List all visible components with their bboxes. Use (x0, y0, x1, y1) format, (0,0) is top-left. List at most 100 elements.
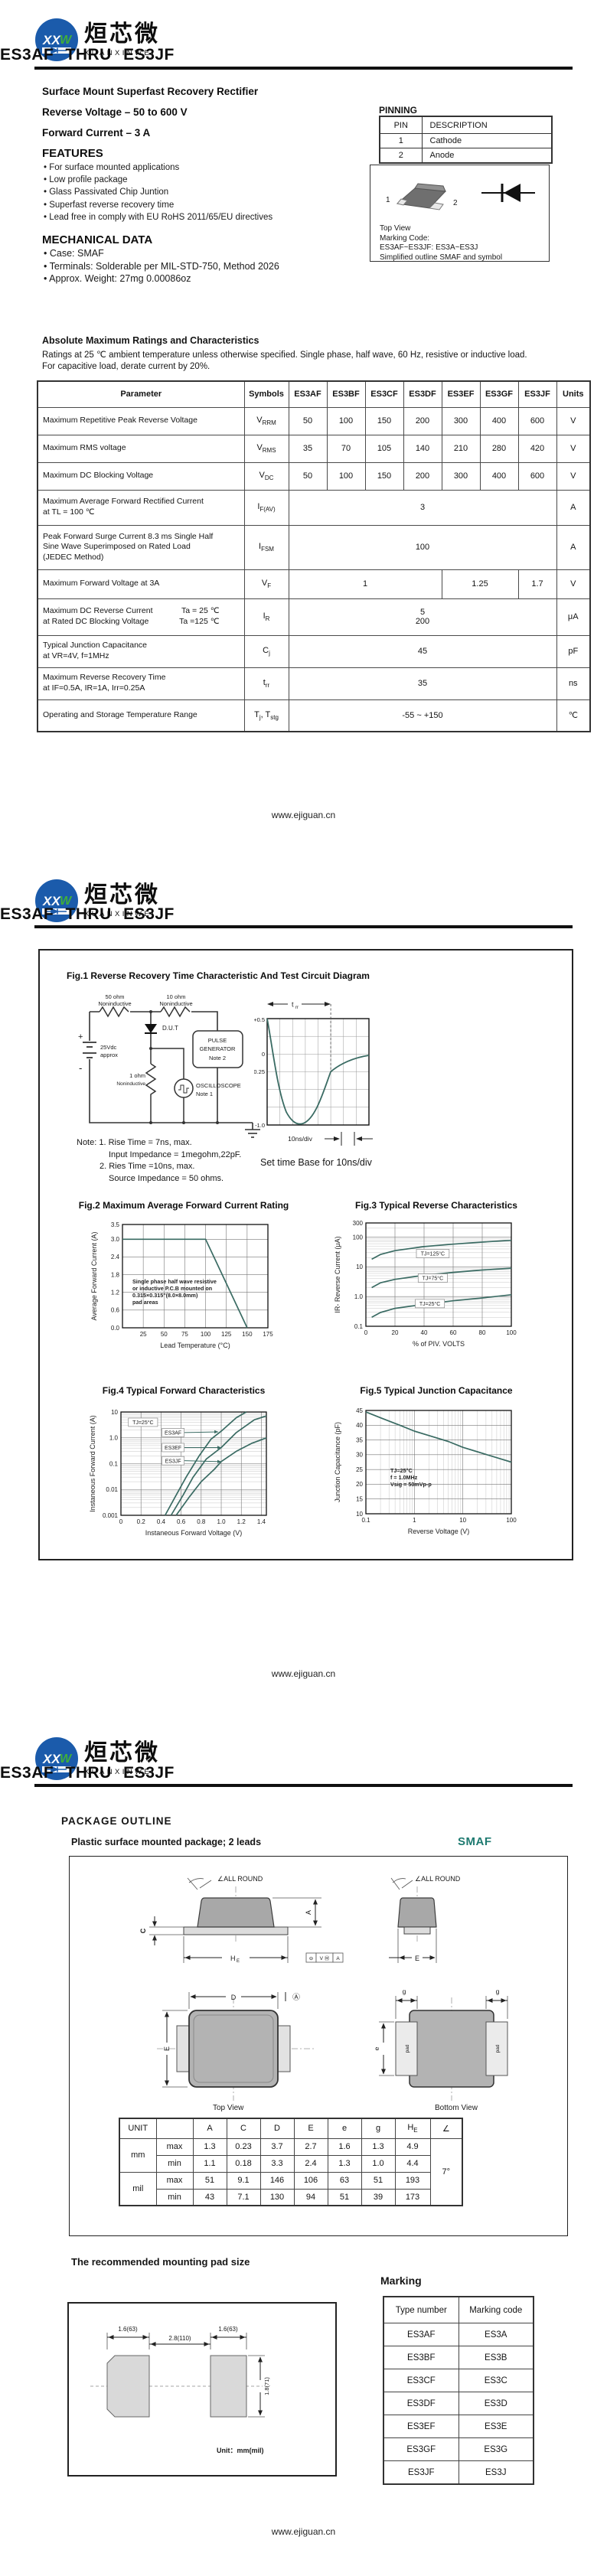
col-header: Parameter (37, 380, 245, 408)
col-header: ES3CF (364, 380, 404, 408)
resistor3-label: 1 ohm (129, 1072, 145, 1079)
pin2-label: 2 (453, 199, 458, 207)
dim-value: 3.3 (259, 2154, 295, 2173)
mech-item: Case: SMAF (44, 248, 279, 261)
svg-text:0.1: 0.1 (109, 1460, 119, 1467)
unit: V (556, 406, 591, 435)
type-number: ES3DF (383, 2392, 459, 2415)
svg-text:W: W (60, 895, 73, 908)
unit: V (556, 569, 591, 599)
fig2-chart: 25 50 75 100 125 150 175 0.0 0.6 1.2 1.8 2.4 3.0 3.5 L… (90, 1221, 273, 1349)
svg-text:IR- Reverse Current (μA): IR- Reverse Current (μA) (334, 1236, 341, 1312)
dim-minmax: max (155, 2137, 194, 2156)
svg-text:0: 0 (364, 1329, 368, 1336)
dim-header-angle: ∠ (429, 2118, 463, 2139)
trr-label: t (292, 1001, 294, 1009)
svg-text:100: 100 (506, 1517, 517, 1524)
dim-value: 7.1 (226, 2188, 261, 2206)
svg-text:W: W (60, 34, 73, 47)
dim-he-sub: E (237, 1959, 240, 1964)
param: Maximum DC Reverse Current Ta = 25 ℃ at R… (37, 598, 245, 636)
svg-text:0.1: 0.1 (361, 1517, 370, 1524)
col-header: Units (556, 380, 591, 408)
dim-value: 4.9 (394, 2137, 431, 2156)
features-list: For surface mounted applications Low pro… (44, 163, 272, 225)
dim-header-he: HE (394, 2118, 431, 2139)
dim-value: 51 (327, 2188, 362, 2206)
package-outline-drawing: ∠ALL ROUND C A H E ⊖ V Ⓜ A ∠ALL ROUND E (139, 1875, 508, 2112)
symbol: VF (243, 569, 289, 599)
pulse-gen-label1: PULSE (208, 1037, 227, 1044)
col-header: ES3DF (403, 380, 442, 408)
marking-table: Type number Marking code ES3AF ES3A ES3BF… (383, 2296, 534, 2485)
feature-item: Lead free in comply with EU RoHS 2011/65… (44, 213, 272, 225)
header-rule (34, 67, 573, 70)
dim-d-label: D (231, 1994, 237, 2001)
value: 140 (403, 434, 442, 463)
dim-value: 146 (259, 2171, 295, 2190)
param: Maximum Forward Voltage at 3A (37, 569, 245, 599)
wave-ytick: -1.0 (255, 1122, 265, 1129)
mech-title: MECHANICAL DATA (42, 233, 153, 246)
svg-text:10: 10 (356, 1511, 363, 1518)
all-round-label: ∠ALL ROUND (415, 1875, 461, 1883)
dim-header-row: UNIT A C D E e g HE ∠ (119, 2118, 463, 2139)
battery-plus: + (78, 1032, 83, 1042)
unit: ℃ (556, 699, 591, 732)
feature-item: For surface mounted applications (44, 163, 272, 175)
svg-text:0.1: 0.1 (354, 1323, 364, 1330)
wave-div-label: 10ns/div (288, 1135, 312, 1143)
svg-text:40: 40 (421, 1329, 428, 1336)
svg-text:0.315×0.315"(8.0×8.0mm): 0.315×0.315"(8.0×8.0mm) (132, 1292, 198, 1299)
value: 100 (288, 524, 557, 570)
svg-text:0.4: 0.4 (157, 1518, 166, 1525)
fig3-title: Fig.3 Typical Reverse Characteristics (355, 1200, 517, 1211)
dim-g-label: g (403, 1987, 406, 1995)
header-rule (34, 1784, 573, 1787)
svg-text:TJ=125°C: TJ=125°C (421, 1251, 445, 1257)
dimensions-table: UNIT A C D E e g HE ∠ mm max 1.3 0.23 3.… (119, 2118, 463, 2206)
dim-g-label: g (496, 1987, 500, 1995)
svg-text:Junction Capacitance (pF): Junction Capacitance (pF) (334, 1422, 341, 1502)
value: 280 (479, 434, 519, 463)
fig1-waveform-chart: t rr +0.5 0 -0.25 -1.0 10ns/div (254, 1001, 373, 1146)
feature-item: Glass Passivated Chip Juntion (44, 187, 272, 200)
dim-c-label: C (139, 1928, 147, 1933)
type-number: ES3BF (383, 2346, 459, 2369)
footer-url: www.ejiguan.cn (271, 810, 336, 820)
note-line: 2. Ries Time =10ns, max. (100, 1162, 195, 1171)
trr-label-sub: rr (295, 1006, 299, 1010)
battery-icon (83, 1042, 96, 1058)
ratings-row-vf: Maximum Forward Voltage at 3A VF 1 1.25 … (37, 569, 591, 599)
marking-header: Type number (383, 2296, 459, 2323)
mech-item: Approx. Weight: 27mg 0.00086oz (44, 273, 279, 286)
brand-logo: XX W 烜芯微 XUANXINWEI (34, 1736, 160, 1782)
fig4-chart: 0 0.2 0.4 0.6 0.8 1.0 1.2 1.4 0.001 0.01 0.1 1.0 10 I… (89, 1409, 267, 1537)
svg-text:300: 300 (353, 1220, 364, 1227)
package-outline-heading: PACKAGE OUTLINE (61, 1815, 172, 1827)
dim-row: mm max 1.3 0.23 3.7 2.7 1.6 1.3 4.9 7° (119, 2137, 463, 2206)
header-rule (34, 925, 573, 928)
outline-symbol-box: 1 2 Top View Marking Code: ES3AF~ES3JF: … (370, 165, 550, 262)
dim-header: UNIT (119, 2118, 157, 2139)
pinning-title: PINNING (379, 105, 418, 116)
param: Maximum Repetitive Peak Reverse Voltage (37, 406, 245, 435)
dim-value: 3.7 (259, 2137, 295, 2156)
wave-ytick: +0.5 (254, 1016, 265, 1023)
dim-minmax: max (155, 2171, 194, 2190)
subtitle-1: Surface Mount Superfast Recovery Rectifi… (42, 86, 259, 97)
ratings-row-ifav: Maximum Average Forward Rectified Curren… (37, 489, 591, 526)
ratings-row-cj: Typical Junction Capacitance at VR=4V, f=… (37, 634, 591, 668)
svg-text:20: 20 (392, 1329, 399, 1336)
svg-text:1.2: 1.2 (237, 1518, 246, 1525)
marking-header-row: Type number Marking code (383, 2296, 534, 2323)
value: 600 (517, 461, 557, 491)
marking-row: ES3EF ES3E (383, 2415, 534, 2438)
resistor2-label: 10 ohm (166, 993, 185, 1000)
datum-a-label: Ⓐ (292, 1993, 300, 2002)
svg-text:XX: XX (42, 1752, 61, 1766)
value: 600 (517, 406, 557, 435)
svg-text:3.5: 3.5 (111, 1221, 120, 1228)
unit: V (556, 434, 591, 463)
